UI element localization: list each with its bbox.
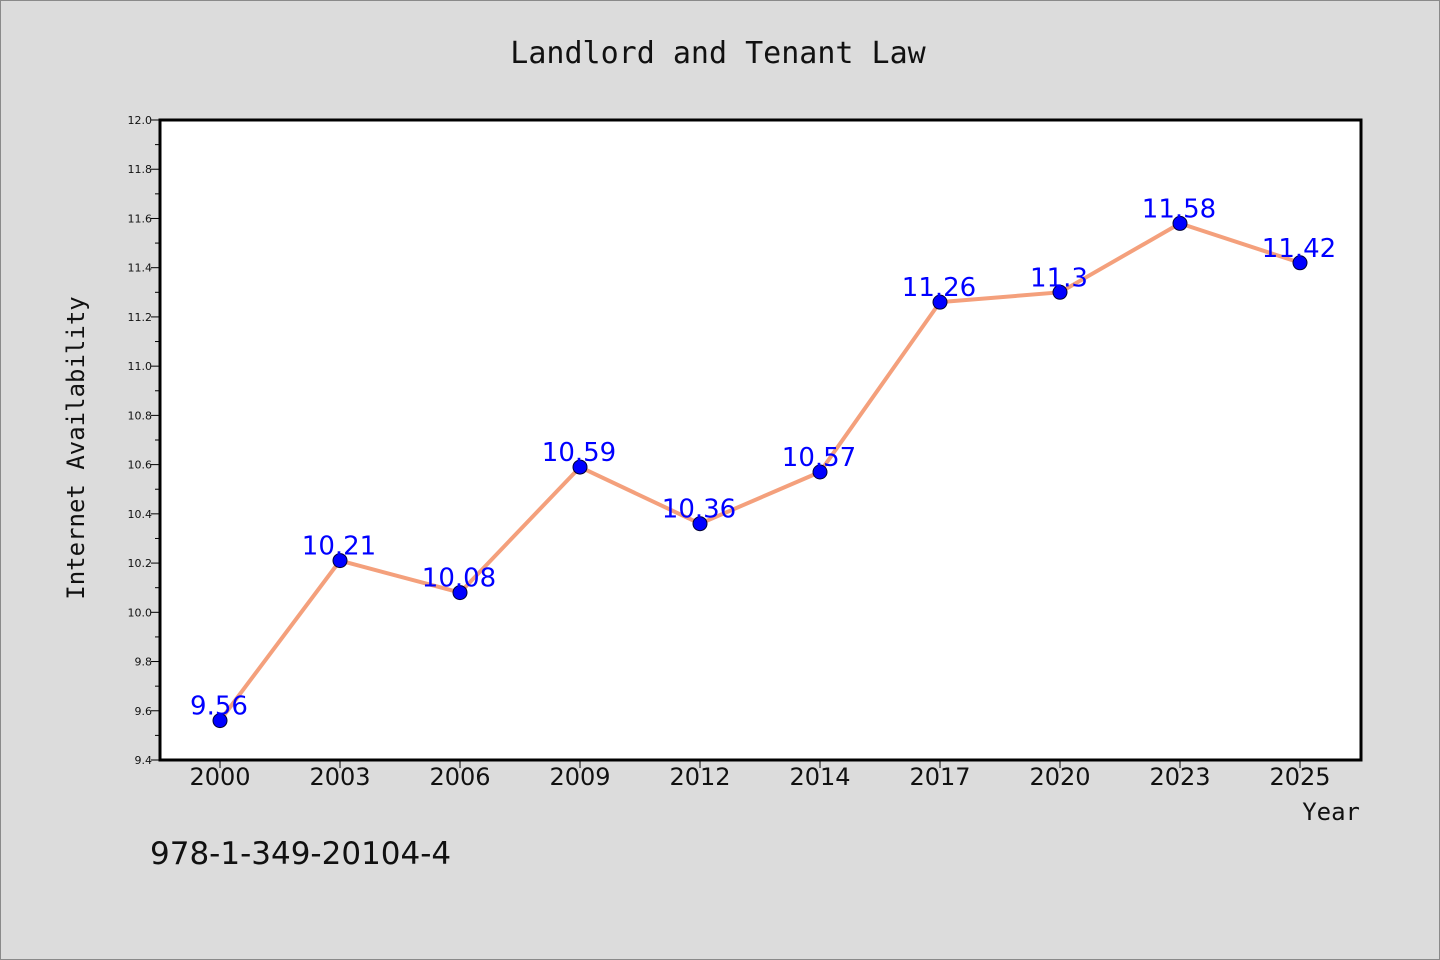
x-axis: 2000 2003 2006 2009 2012 2014 2017 2020 2023 2025 bbox=[189, 760, 1331, 791]
x-tick-label: 2006 bbox=[429, 763, 490, 791]
data-label: 9.56 bbox=[190, 692, 248, 722]
data-point bbox=[1292, 255, 1308, 271]
data-point bbox=[572, 459, 588, 475]
y-tick-label: 10.6 bbox=[128, 459, 153, 472]
y-tick-label: 10.2 bbox=[128, 557, 153, 570]
data-label: 10.59 bbox=[542, 438, 616, 468]
data-label: 11.26 bbox=[902, 273, 976, 303]
data-label: 10.36 bbox=[662, 495, 736, 525]
x-tick-label: 2000 bbox=[189, 763, 250, 791]
x-tick-label: 2023 bbox=[1149, 763, 1210, 791]
y-tick-label: 11.4 bbox=[128, 262, 153, 275]
y-tick-label: 9.4 bbox=[135, 754, 153, 767]
data-point bbox=[692, 516, 708, 532]
y-axis-label: Internet Availability bbox=[62, 296, 90, 599]
x-tick-label: 2020 bbox=[1029, 763, 1090, 791]
y-tick-label: 11.6 bbox=[128, 212, 153, 225]
x-tick-label: 2025 bbox=[1269, 763, 1330, 791]
chart-title: Landlord and Tenant Law bbox=[510, 36, 926, 71]
data-label: 10.21 bbox=[302, 532, 376, 562]
data-label: 11.58 bbox=[1142, 194, 1216, 224]
y-tick-label: 11.8 bbox=[128, 163, 153, 176]
data-point bbox=[452, 585, 468, 601]
data-point bbox=[212, 713, 228, 729]
y-tick-label: 9.8 bbox=[135, 656, 153, 669]
data-label: 10.08 bbox=[422, 564, 496, 594]
series-line bbox=[218, 221, 1302, 723]
y-tick-label: 10.8 bbox=[128, 409, 153, 422]
x-tick-label: 2014 bbox=[789, 763, 850, 791]
plot-area bbox=[158, 118, 1363, 762]
data-point bbox=[332, 553, 348, 569]
data-label: 10.57 bbox=[782, 443, 856, 473]
isbn-label: 978-1-349-20104-4 bbox=[150, 836, 451, 872]
y-tick-label: 11.0 bbox=[128, 360, 153, 373]
data-point bbox=[932, 294, 948, 310]
x-tick-label: 2012 bbox=[669, 763, 730, 791]
data-label: 11.3 bbox=[1030, 263, 1088, 293]
y-tick-label: 11.2 bbox=[128, 311, 153, 324]
data-point bbox=[1172, 215, 1188, 231]
x-axis-label: Year bbox=[1302, 798, 1360, 826]
y-axis: 9.4 9.6 9.8 10.0 10.2 10.4 10.6 10.8 11.0 11.2 11.… bbox=[128, 114, 160, 767]
y-tick-label: 9.6 bbox=[135, 705, 153, 718]
data-point bbox=[812, 464, 828, 480]
data-point bbox=[1052, 284, 1068, 300]
x-tick-label: 2017 bbox=[909, 763, 970, 791]
y-tick-label: 12.0 bbox=[128, 114, 153, 127]
y-tick-label: 10.0 bbox=[128, 606, 153, 619]
y-tick-label: 10.4 bbox=[128, 508, 153, 521]
data-label: 11.42 bbox=[1262, 234, 1336, 264]
series-group: 9.56 10.21 10.08 10.59 10.36 10.57 11.26 11.3 11… bbox=[190, 194, 1336, 729]
x-tick-label: 2009 bbox=[549, 763, 610, 791]
x-tick-label: 2003 bbox=[309, 763, 370, 791]
